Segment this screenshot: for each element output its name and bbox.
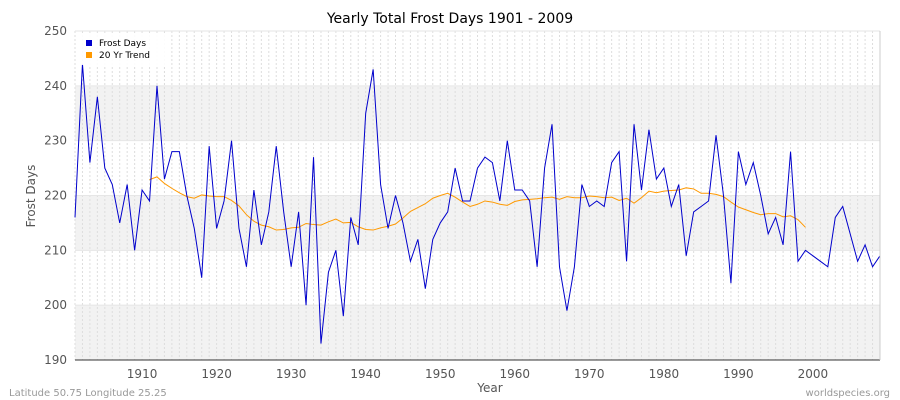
y-tick-label: 200: [44, 298, 67, 312]
legend-label-trend: 20 Yr Trend: [99, 51, 150, 61]
legend: Frost Days 20 Yr Trend: [78, 35, 167, 65]
series-layer: [74, 63, 881, 344]
y-tick-label: 230: [44, 134, 67, 148]
y-tick-label: 190: [44, 353, 67, 367]
chart-title: Yearly Total Frost Days 1901 - 2009: [326, 11, 573, 27]
x-tick-label: 1930: [276, 367, 307, 381]
legend-label-frost-days: Frost Days: [99, 39, 146, 49]
x-tick-label: 2000: [798, 367, 829, 381]
x-tick-label: 1920: [201, 367, 232, 381]
y-tick-label: 240: [44, 79, 67, 93]
x-tick-label: 1980: [649, 367, 680, 381]
x-tick-label: 1950: [425, 367, 456, 381]
x-tick-label: 1970: [574, 367, 605, 381]
footer-source: worldspecies.org: [806, 388, 890, 399]
footer-coordinates: Latitude 50.75 Longitude 25.25: [9, 388, 167, 399]
x-tick-label: 1960: [499, 367, 530, 381]
y-tick-label: 210: [44, 243, 67, 257]
legend-box: [78, 35, 167, 65]
legend-swatch-trend: [86, 52, 92, 58]
x-tick-label: 1940: [350, 367, 381, 381]
x-axis-label: Year: [476, 381, 502, 395]
tick-labels: 190 200 210 220 230 240 250 1910 1920 1930 1940 195…: [44, 24, 828, 381]
y-tick-label: 250: [44, 24, 67, 38]
y-tick-label: 220: [44, 189, 67, 203]
axes: [75, 31, 881, 361]
series-line-frost-days: [74, 63, 881, 344]
x-tick-label: 1910: [127, 367, 158, 381]
legend-swatch-frost-days: [86, 40, 92, 46]
x-tick-label: 1990: [723, 367, 754, 381]
grid-lines: [74, 30, 881, 361]
y-axis-label: Frost Days: [24, 165, 38, 228]
